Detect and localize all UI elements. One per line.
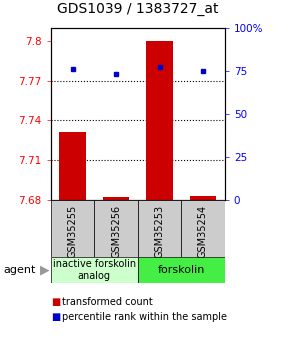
Text: ■: ■ [51, 313, 60, 322]
Bar [190, 196, 216, 200]
Bar [181, 200, 225, 257]
Text: ▶: ▶ [40, 264, 50, 276]
Text: ■: ■ [51, 297, 60, 307]
Bar [138, 200, 181, 257]
Bar [51, 257, 138, 283]
Text: inactive forskolin
analog: inactive forskolin analog [53, 259, 136, 281]
Bar [146, 41, 173, 200]
Text: GDS1039 / 1383727_at: GDS1039 / 1383727_at [57, 1, 218, 16]
Text: transformed count: transformed count [62, 297, 153, 307]
Text: GSM35256: GSM35256 [111, 205, 121, 258]
Bar [103, 197, 129, 200]
Bar [138, 257, 225, 283]
Text: forskolin: forskolin [157, 265, 205, 275]
Text: percentile rank within the sample: percentile rank within the sample [62, 313, 227, 322]
Bar [51, 200, 94, 257]
Text: GSM35255: GSM35255 [68, 205, 77, 258]
Text: agent: agent [3, 265, 35, 275]
Text: GSM35254: GSM35254 [198, 205, 208, 258]
Bar [94, 200, 138, 257]
Text: GSM35253: GSM35253 [155, 205, 164, 258]
Bar [59, 132, 86, 200]
